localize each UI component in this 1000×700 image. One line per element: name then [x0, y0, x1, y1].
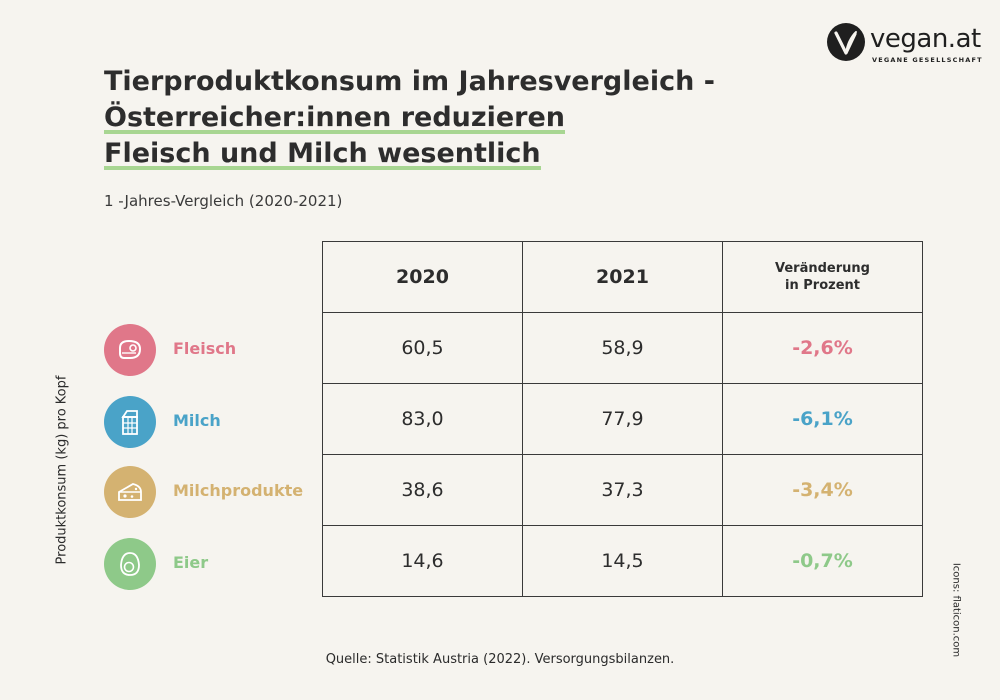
- cell-2020: 83,0: [322, 383, 523, 455]
- header-change-line-2: in Prozent: [785, 278, 860, 293]
- milch-icon-circle: [104, 396, 156, 448]
- row-label-text: Eier: [173, 553, 209, 572]
- vegan-logo-icon: [827, 23, 865, 61]
- source-note: Quelle: Statistik Austria (2022). Versor…: [325, 652, 675, 667]
- brand-tagline: VEGANE GESELLSCHAFT: [872, 56, 983, 64]
- title-line-3: Fleisch und Milch wesentlich: [104, 136, 541, 172]
- cell-change: -6,1%: [722, 383, 923, 455]
- header-2020: 2020: [322, 241, 523, 313]
- row-label-milch: Milch: [104, 396, 314, 448]
- cell-change: -3,4%: [722, 454, 923, 526]
- cell-2020: 14,6: [322, 525, 523, 597]
- header-change-line-1: Veränderung: [775, 261, 870, 276]
- row-label-eier: Eier: [104, 538, 314, 590]
- table-row: 83,0 77,9 -6,1%: [322, 383, 923, 455]
- icon-credit-text: Icons: flaticon.com: [950, 562, 962, 658]
- y-axis-label-text: Produktkonsum (kg) pro Kopf: [54, 375, 70, 565]
- table-row: 60,5 58,9 -2,6%: [322, 312, 923, 384]
- page-title: Tierproduktkonsum im Jahresvergleich - Ö…: [104, 64, 715, 172]
- milk-carton-icon: [121, 410, 138, 435]
- eier-icon-circle: [104, 538, 156, 590]
- cell-2020: 38,6: [322, 454, 523, 526]
- consumption-table: 2020 2021 Veränderung in Prozent 60,5 58…: [322, 241, 923, 597]
- subtitle: 1 -Jahres-Vergleich (2020-2021): [104, 192, 343, 210]
- brand-name: vegan.at: [870, 24, 981, 54]
- cell-change: -2,6%: [722, 312, 923, 384]
- title-line-2: Österreicher:innen reduzieren: [104, 100, 566, 136]
- y-axis-label: Produktkonsum (kg) pro Kopf: [52, 360, 72, 580]
- cell-change: -0,7%: [722, 525, 923, 597]
- steak-icon: [119, 339, 142, 359]
- row-label-text: Fleisch: [173, 339, 237, 358]
- header-2021: 2021: [522, 241, 723, 313]
- brand-logo: vegan.at VEGANE GESELLSCHAFT: [826, 22, 986, 68]
- cell-2021: 58,9: [522, 312, 723, 384]
- title-line-1: Tierproduktkonsum im Jahresvergleich -: [104, 66, 715, 97]
- milchprodukte-icon-circle: [104, 466, 156, 518]
- table-row: 14,6 14,5 -0,7%: [322, 525, 923, 597]
- row-label-text: Milchprodukte: [173, 481, 304, 500]
- icon-credit: Icons: flaticon.com: [948, 560, 964, 660]
- cell-2021: 14,5: [522, 525, 723, 597]
- row-label-milchprodukte: Milchprodukte: [104, 466, 314, 518]
- cell-2021: 77,9: [522, 383, 723, 455]
- cheese-icon: [118, 483, 142, 501]
- cell-2021: 37,3: [522, 454, 723, 526]
- row-label-text: Milch: [173, 411, 221, 430]
- table-row: 38,6 37,3 -3,4%: [322, 454, 923, 526]
- cell-2020: 60,5: [322, 312, 523, 384]
- row-label-fleisch: Fleisch: [104, 324, 314, 376]
- egg-icon: [120, 552, 140, 576]
- fleisch-icon-circle: [104, 324, 156, 376]
- table-header-row: 2020 2021 Veränderung in Prozent: [322, 241, 923, 313]
- header-change: Veränderung in Prozent: [722, 241, 923, 313]
